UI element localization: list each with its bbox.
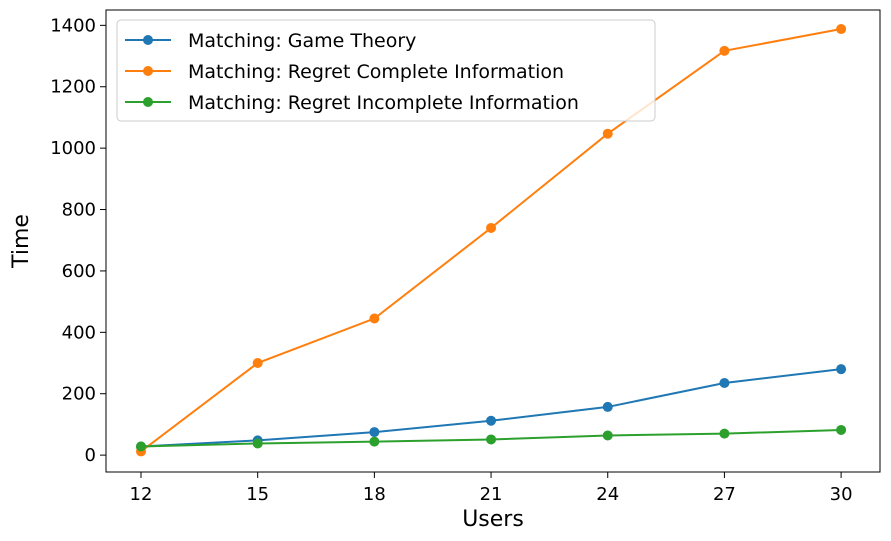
data-point — [836, 24, 847, 35]
y-tick-label: 1400 — [50, 15, 96, 36]
legend-label: Matching: Regret Incomplete Information — [188, 92, 579, 114]
x-axis-title: Users — [462, 507, 524, 532]
y-axis-title: Time — [9, 214, 34, 269]
x-tick-label: 30 — [830, 484, 853, 505]
data-point — [252, 358, 263, 369]
data-point — [369, 427, 380, 438]
legend-label: Matching: Regret Complete Information — [188, 61, 564, 83]
data-point — [369, 436, 380, 447]
y-tick-label: 600 — [62, 261, 96, 282]
data-point — [836, 364, 847, 375]
y-axis: 0 200 400 600 800 1000 1200 1400 — [50, 15, 106, 466]
x-tick-label: 21 — [480, 484, 503, 505]
y-tick-label: 0 — [85, 445, 96, 466]
x-tick-label: 12 — [130, 484, 153, 505]
data-point — [836, 424, 847, 435]
legend-frame — [116, 19, 656, 122]
data-point — [719, 428, 730, 439]
data-point — [252, 438, 263, 449]
y-tick-label: 1200 — [50, 77, 96, 98]
legend-marker — [143, 35, 153, 45]
legend-marker — [143, 97, 153, 107]
data-point — [486, 415, 497, 426]
legend-label: Matching: Game Theory — [188, 30, 416, 52]
legend: Matching: Game Theory Matching: Regret Co… — [116, 19, 656, 122]
data-point — [486, 222, 497, 233]
x-tick-label: 27 — [713, 484, 736, 505]
x-tick-label: 24 — [596, 484, 619, 505]
x-axis: 12 15 18 21 24 27 30 — [130, 472, 853, 505]
y-tick-label: 200 — [62, 384, 96, 405]
data-point — [719, 45, 730, 56]
x-tick-label: 15 — [246, 484, 269, 505]
data-point — [719, 377, 730, 388]
data-point — [136, 441, 147, 452]
x-tick-label: 18 — [363, 484, 386, 505]
data-point — [369, 313, 380, 324]
data-point — [602, 128, 613, 139]
y-tick-label: 800 — [62, 200, 96, 221]
series-layer — [136, 24, 847, 457]
y-tick-label: 1000 — [50, 138, 96, 159]
legend-marker — [143, 66, 153, 76]
data-point — [486, 434, 497, 445]
y-tick-label: 400 — [62, 322, 96, 343]
data-point — [602, 430, 613, 441]
data-point — [602, 401, 613, 412]
